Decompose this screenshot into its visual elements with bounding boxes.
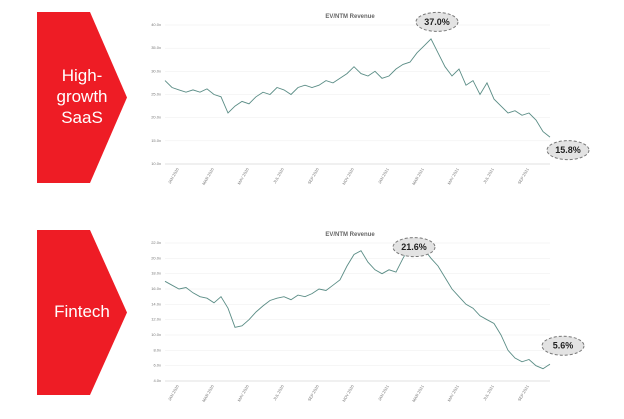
x-tick-label: JAN 2020 [167,383,181,401]
x-tick-label: NOV 2020 [341,166,355,185]
x-tick-label: JUL 2021 [482,166,495,184]
x-tick-label: MAR 2020 [201,166,215,186]
callout [392,237,436,258]
y-tick-label: 6.0x [153,363,161,368]
y-tick-label: 20.0x [151,115,161,120]
y-tick-label: 35.0x [151,45,161,50]
y-tick-label: 40.0x [151,22,161,27]
x-tick-label: MAY 2020 [236,166,250,185]
callout-text: 21.6% [401,242,427,252]
line-series [164,245,551,370]
y-tick-label: 30.0x [151,68,161,73]
y-tick-label: 25.0x [151,92,161,97]
section-label: growth [56,87,107,106]
y-tick-label: 16.0x [151,286,161,291]
callout [546,140,590,161]
x-tick-label: SEP 2020 [307,383,321,402]
x-tick-label: JAN 2021 [377,166,391,184]
chevron [37,230,127,395]
section-label: SaaS [61,108,103,127]
x-tick-label: JUL 2020 [272,166,285,184]
y-tick-label: 8.0x [153,347,161,352]
chart-title: EV/NTM Revenue [325,232,375,238]
callout-text: 5.6% [553,341,574,351]
y-tick-label: 15.0x [151,138,161,143]
x-tick-label: MAY 2021 [446,383,460,402]
x-tick-label: SEP 2021 [517,166,531,185]
y-tick-label: 20.0x [151,255,161,260]
callout-text: 37.0% [424,17,450,27]
x-tick-label: MAY 2021 [446,166,460,185]
x-tick-label: JUL 2021 [482,383,495,401]
callout-text: 15.8% [555,145,581,155]
x-tick-label: MAR 2021 [411,166,425,186]
x-tick-label: SEP 2021 [517,383,531,402]
chart-title: EV/NTM Revenue [325,14,375,20]
line-series [164,38,551,138]
x-tick-label: JAN 2020 [167,166,181,184]
y-tick-label: 14.0x [151,301,161,306]
y-tick-label: 18.0x [151,271,161,276]
callout [415,11,459,32]
section-label: High- [62,66,103,85]
x-tick-label: JAN 2021 [377,383,391,401]
y-tick-label: 10.0x [151,332,161,337]
x-tick-label: MAY 2020 [236,383,250,402]
x-tick-label: MAR 2021 [411,383,425,403]
y-tick-label: 22.0x [151,240,161,245]
x-tick-label: MAR 2020 [201,383,215,403]
callout [541,335,585,356]
x-tick-label: NOV 2020 [341,383,355,402]
y-tick-label: 12.0x [151,317,161,322]
y-tick-label: 10.0x [151,161,161,166]
section-label: Fintech [54,302,110,321]
x-tick-label: JUL 2020 [272,383,285,401]
chevron [37,12,127,183]
x-tick-label: SEP 2020 [307,166,321,185]
y-tick-label: 4.0x [153,378,161,383]
